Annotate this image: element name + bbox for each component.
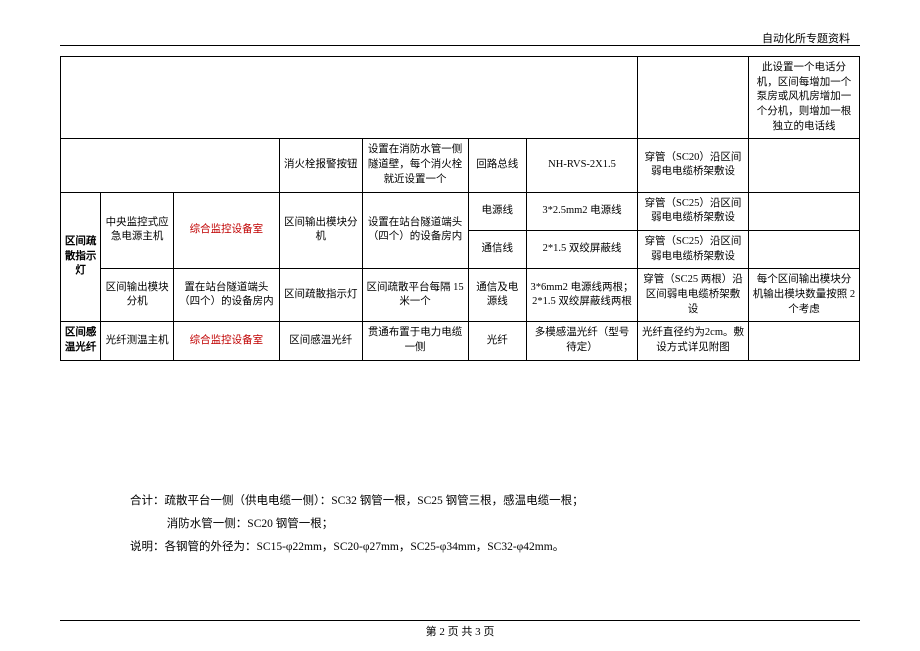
table-cell: 区间感温光纤: [61, 322, 101, 360]
table-cell: 设置在消防水管一侧隧道壁，每个消火栓就近设置一个: [362, 139, 468, 192]
table-cell: 穿管（SC25）沿区间弱电电缆桥架敷设: [638, 230, 749, 268]
table-row: 区间疏散指示灯中央监控式应急电源主机综合监控设备室区间输出模块分机设置在站台隧道…: [61, 192, 860, 230]
table-row: 此设置一个电话分机，区间每增加一个泵房或风机房增加一个分机，则增加一根独立的电话…: [61, 57, 860, 139]
table-cell: [748, 230, 859, 268]
header-right-text: 自动化所专题资料: [762, 30, 850, 46]
summary-block: 合计：疏散平台一侧（供电电缆一侧）：SC32 钢管一根，SC25 钢管三根，感温…: [130, 490, 584, 559]
table-cell: 3*6mm2 电源线两根；2*1.5 双绞屏蔽线两根: [527, 269, 638, 322]
table-cell: 置在站台隧道端头（四个）的设备房内: [173, 269, 279, 322]
table-cell: 穿管（SC25）沿区间弱电电缆桥架敷设: [638, 192, 749, 230]
table-cell: 区间感温光纤: [279, 322, 362, 360]
summary-label-3: 说明：: [130, 541, 165, 553]
table-cell: 区间输出模块分机: [279, 192, 362, 269]
table-cell: 穿管（SC25 两根）沿区间弱电电缆桥架敷设: [638, 269, 749, 322]
table-cell: 贯通布置于电力电缆一侧: [362, 322, 468, 360]
table-cell: 多模感温光纤（型号待定）: [527, 322, 638, 360]
table-cell: 综合监控设备室: [173, 322, 279, 360]
table-cell: 区间疏散指示灯: [61, 192, 101, 322]
table-cell: [61, 139, 280, 192]
table-cell: 中央监控式应急电源主机: [101, 192, 174, 269]
table-cell: [748, 322, 859, 360]
summary-line-2: 消防水管一侧：SC20 钢管一根；: [130, 513, 584, 536]
table-cell: 消火栓报警按钮: [279, 139, 362, 192]
main-table: 此设置一个电话分机，区间每增加一个泵房或风机房增加一个分机，则增加一根独立的电话…: [60, 56, 860, 361]
summary-line-1: 合计：疏散平台一侧（供电电缆一侧）：SC32 钢管一根，SC25 钢管三根，感温…: [130, 490, 584, 513]
summary-line-3: 说明：各钢管的外径为：SC15-φ22mm，SC20-φ27mm，SC25-φ3…: [130, 536, 584, 559]
summary-text-1: 疏散平台一侧（供电电缆一侧）：SC32 钢管一根，SC25 钢管三根，感温电缆一…: [165, 495, 584, 507]
table-cell: 区间疏散指示灯: [279, 269, 362, 322]
summary-text-3: 各钢管的外径为：SC15-φ22mm，SC20-φ27mm，SC25-φ34mm…: [165, 541, 565, 553]
table-cell: 综合监控设备室: [173, 192, 279, 269]
table-cell: 区间疏散平台每隔 15米一个: [362, 269, 468, 322]
table-cell: [748, 139, 859, 192]
header-divider: [60, 45, 860, 46]
table-cell: 设置在站台隧道端头（四个）的设备房内: [362, 192, 468, 269]
table-cell: 2*1.5 双绞屏蔽线: [527, 230, 638, 268]
table-cell: 电源线: [468, 192, 527, 230]
table-cell: 穿管（SC20）沿区间弱电电缆桥架敷设: [638, 139, 749, 192]
footer-page-number: 第 2 页 共 3 页: [0, 623, 920, 639]
table-cell: 通信及电源线: [468, 269, 527, 322]
table-cell: 回路总线: [468, 139, 527, 192]
table-cell: 区间输出模块分机: [101, 269, 174, 322]
table-cell: NH-RVS-2X1.5: [527, 139, 638, 192]
table-cell: [61, 57, 638, 139]
footer-divider: [60, 620, 860, 621]
summary-label-1: 合计：: [130, 495, 165, 507]
table-cell: 此设置一个电话分机，区间每增加一个泵房或风机房增加一个分机，则增加一根独立的电话…: [748, 57, 859, 139]
table-row: 消火栓报警按钮设置在消防水管一侧隧道壁，每个消火栓就近设置一个回路总线NH-RV…: [61, 139, 860, 192]
table-cell: 光纤: [468, 322, 527, 360]
table-cell: 3*2.5mm2 电源线: [527, 192, 638, 230]
table-cell: [638, 57, 749, 139]
table-cell: 光纤直径约为2cm。敷设方式详见附图: [638, 322, 749, 360]
table-cell: 通信线: [468, 230, 527, 268]
table-row: 区间感温光纤光纤测温主机综合监控设备室区间感温光纤贯通布置于电力电缆一侧光纤多模…: [61, 322, 860, 360]
table-cell: [748, 192, 859, 230]
table-row: 区间输出模块分机置在站台隧道端头（四个）的设备房内区间疏散指示灯区间疏散平台每隔…: [61, 269, 860, 322]
table-cell: 光纤测温主机: [101, 322, 174, 360]
table-cell: 每个区间输出模块分机输出模块数量按照 2 个考虑: [748, 269, 859, 322]
